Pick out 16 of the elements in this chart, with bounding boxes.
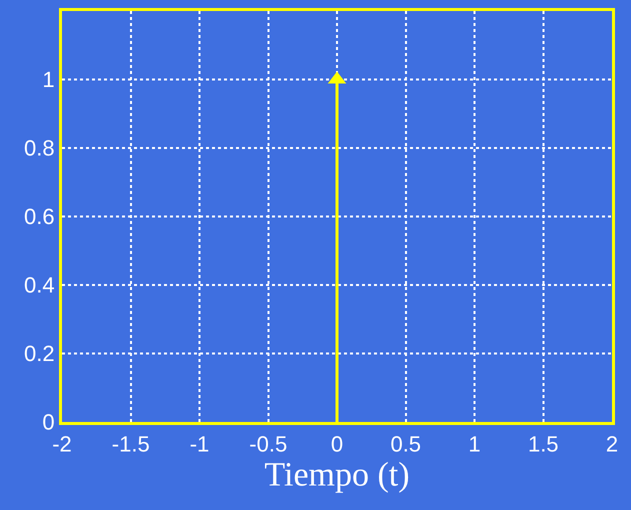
x-tick-label: -0.5 — [249, 431, 288, 456]
x-tick-label: -2 — [52, 431, 72, 456]
x-tick-label: -1.5 — [112, 431, 150, 456]
x-tick-label: 1.5 — [528, 431, 559, 456]
x-tick-label: 2 — [606, 431, 618, 456]
y-tick-label: 0.4 — [24, 272, 55, 298]
x-tick-label: 0.5 — [390, 431, 422, 456]
x-tick-label: -1 — [190, 431, 210, 456]
x-tick-label: 0 — [330, 431, 344, 456]
y-tick-label: 0 — [42, 410, 55, 435]
x-axis-title: Tiempo (t) — [264, 456, 410, 494]
y-tick-label: 0.6 — [24, 204, 55, 230]
x-tick-label: 1 — [468, 431, 481, 456]
y-tick-label: 1 — [42, 67, 55, 92]
y-tick-label: 0.8 — [24, 136, 55, 161]
y-tick-label: 0.2 — [24, 341, 55, 366]
